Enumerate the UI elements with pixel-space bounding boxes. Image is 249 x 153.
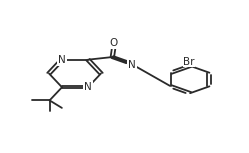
Text: N: N <box>84 82 92 92</box>
Text: Br: Br <box>183 57 195 67</box>
Text: N: N <box>128 60 136 70</box>
Text: N: N <box>58 55 66 65</box>
Text: O: O <box>110 38 118 48</box>
